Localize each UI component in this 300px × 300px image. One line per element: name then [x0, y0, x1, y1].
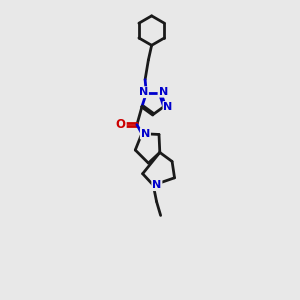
Text: O: O	[116, 118, 126, 131]
Text: N: N	[164, 102, 173, 112]
Text: N: N	[152, 180, 161, 190]
Text: N: N	[141, 129, 150, 139]
Text: N: N	[158, 87, 168, 97]
Text: N: N	[139, 87, 148, 97]
